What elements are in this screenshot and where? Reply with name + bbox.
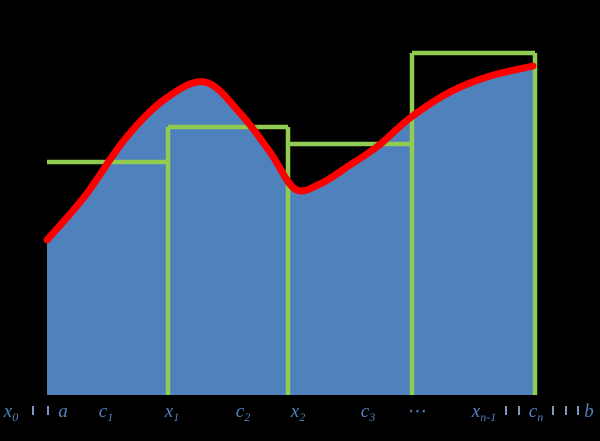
function-curve <box>43 62 537 244</box>
